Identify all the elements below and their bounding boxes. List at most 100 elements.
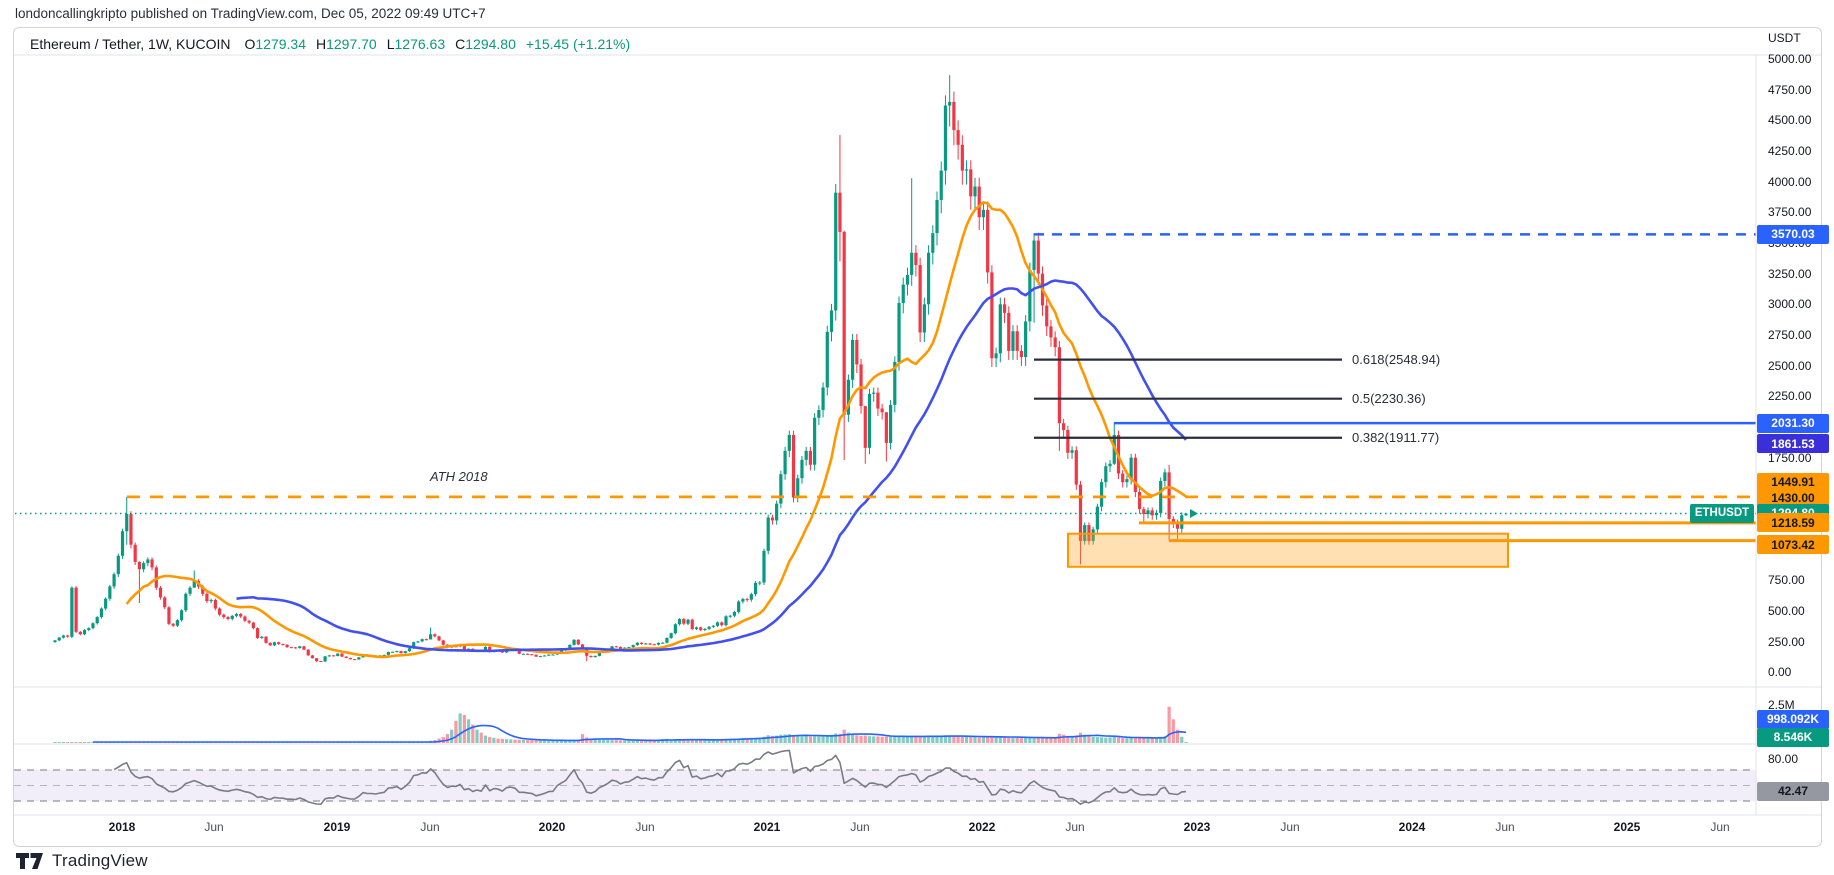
candle-body bbox=[1091, 529, 1095, 542]
candle-body bbox=[956, 130, 960, 145]
volume-bar bbox=[551, 740, 555, 743]
price-axis-tick[interactable]: 2250.00 bbox=[1768, 389, 1812, 404]
volume-bar bbox=[686, 740, 690, 743]
price-axis-tick[interactable]: 4500.00 bbox=[1768, 113, 1812, 128]
candle-body bbox=[1121, 473, 1125, 483]
rsi-axis-tick[interactable]: 80.00 bbox=[1768, 752, 1799, 766]
time-axis-jun[interactable]: Jun bbox=[1065, 820, 1085, 834]
volume-axis-tick[interactable]: 2.5M bbox=[1768, 698, 1795, 712]
candle-body bbox=[175, 620, 179, 626]
price-axis-tick[interactable]: 2500.00 bbox=[1768, 358, 1812, 373]
volume-bar bbox=[910, 735, 914, 743]
candle-body bbox=[977, 186, 981, 218]
volume-bar bbox=[715, 739, 720, 743]
time-axis-jun[interactable]: Jun bbox=[1280, 820, 1300, 834]
candle-body bbox=[661, 642, 665, 644]
candle-body bbox=[61, 635, 66, 638]
price-axis-tick[interactable]: 1750.00 bbox=[1768, 450, 1812, 465]
volume-bar bbox=[538, 740, 542, 743]
candle-body bbox=[737, 601, 741, 612]
tradingview-footer[interactable]: TradingView bbox=[16, 851, 148, 871]
price-axis-tick[interactable]: 2750.00 bbox=[1768, 327, 1812, 342]
time-axis-year[interactable]: 2022 bbox=[968, 820, 996, 834]
candle-body bbox=[796, 478, 800, 498]
candle-wick bbox=[1143, 506, 1145, 523]
volume-bar bbox=[728, 738, 732, 743]
volume-bar bbox=[1150, 737, 1154, 743]
volume-bar bbox=[682, 739, 686, 743]
volume-bar bbox=[969, 737, 973, 743]
price-axis-tick[interactable]: 4000.00 bbox=[1768, 174, 1812, 189]
candle-body bbox=[319, 661, 323, 663]
time-axis-year[interactable]: 2019 bbox=[323, 820, 351, 834]
candle-body bbox=[146, 559, 150, 564]
candle-body bbox=[1104, 466, 1108, 483]
demand-zone-box[interactable] bbox=[1067, 532, 1509, 568]
candle-body bbox=[251, 622, 255, 629]
volume-bar bbox=[1099, 737, 1104, 743]
volume-bar bbox=[779, 734, 783, 743]
price-axis-tick[interactable]: 3000.00 bbox=[1768, 297, 1812, 312]
time-axis-year[interactable]: 2021 bbox=[753, 820, 781, 834]
candle-body bbox=[95, 617, 99, 624]
candle-body bbox=[623, 647, 627, 649]
candle-body bbox=[255, 628, 260, 638]
candle-body bbox=[462, 645, 466, 650]
time-axis-jun[interactable]: Jun bbox=[420, 820, 440, 834]
price-arrow-icon bbox=[1190, 508, 1198, 518]
candle-body bbox=[905, 274, 910, 285]
price-axis-tick[interactable]: 750.00 bbox=[1768, 573, 1805, 588]
time-axis-jun[interactable]: Jun bbox=[204, 820, 224, 834]
volume-bar bbox=[492, 737, 496, 743]
time-axis-year[interactable]: 2023 bbox=[1183, 820, 1211, 834]
time-axis-year[interactable]: 2018 bbox=[108, 820, 136, 834]
price-axis-tick[interactable]: 250.00 bbox=[1768, 634, 1805, 649]
candle-body bbox=[1066, 430, 1070, 453]
candle-body bbox=[437, 636, 441, 641]
volume-bar bbox=[876, 736, 880, 743]
symbol-legend[interactable]: Ethereum / Tether, 1W, KUCOIN O1279.34 H12… bbox=[30, 36, 630, 52]
time-axis-year[interactable]: 2020 bbox=[538, 820, 566, 834]
time-axis-year[interactable]: 2025 bbox=[1613, 820, 1641, 834]
volume-bar bbox=[640, 740, 644, 743]
time-axis-jun[interactable]: Jun bbox=[850, 820, 870, 834]
candle-body bbox=[260, 636, 264, 638]
volume-bar bbox=[479, 732, 483, 743]
price-axis-tick[interactable]: 3750.00 bbox=[1768, 205, 1812, 220]
volume-bar bbox=[1133, 737, 1137, 743]
candle-wick bbox=[138, 561, 140, 603]
candle-body bbox=[922, 304, 926, 333]
fib-level-label: 0.618(2548.94) bbox=[1352, 351, 1441, 367]
fib-level-label: 0.5(2230.36) bbox=[1352, 390, 1426, 406]
candle-body bbox=[855, 339, 859, 365]
price-axis-tick[interactable]: 3250.00 bbox=[1768, 266, 1812, 281]
volume-bar bbox=[1045, 737, 1049, 743]
time-axis-jun[interactable]: Jun bbox=[1710, 820, 1730, 834]
candle-body bbox=[969, 169, 973, 197]
time-axis-jun[interactable]: Jun bbox=[1495, 820, 1515, 834]
ma-slow-line[interactable] bbox=[236, 279, 1187, 653]
price-axis-tick[interactable]: 5000.00 bbox=[1768, 51, 1812, 66]
volume-bar bbox=[597, 739, 601, 743]
candle-body bbox=[542, 655, 547, 657]
time-axis-year[interactable]: 2024 bbox=[1398, 820, 1426, 834]
volume-bar bbox=[838, 733, 842, 743]
candle-body bbox=[631, 645, 635, 648]
price-axis-tick[interactable]: 0.00 bbox=[1768, 665, 1792, 680]
candle-body bbox=[711, 625, 715, 627]
volume-bar bbox=[1142, 738, 1146, 743]
candle-body bbox=[289, 647, 293, 649]
volume-bar bbox=[737, 738, 741, 743]
volume-bar bbox=[834, 733, 838, 743]
price-axis-tick[interactable]: 4250.00 bbox=[1768, 143, 1812, 158]
candle-body bbox=[209, 599, 213, 602]
price-axis-tick[interactable]: 500.00 bbox=[1768, 603, 1805, 618]
volume-bar bbox=[87, 742, 91, 743]
candle-body bbox=[217, 608, 222, 615]
candle-body bbox=[715, 622, 720, 626]
ma-fast-line[interactable] bbox=[125, 201, 1187, 659]
time-axis-jun[interactable]: Jun bbox=[635, 820, 655, 834]
price-axis-tick[interactable]: 4750.00 bbox=[1768, 82, 1812, 97]
candle-body bbox=[1015, 331, 1019, 351]
